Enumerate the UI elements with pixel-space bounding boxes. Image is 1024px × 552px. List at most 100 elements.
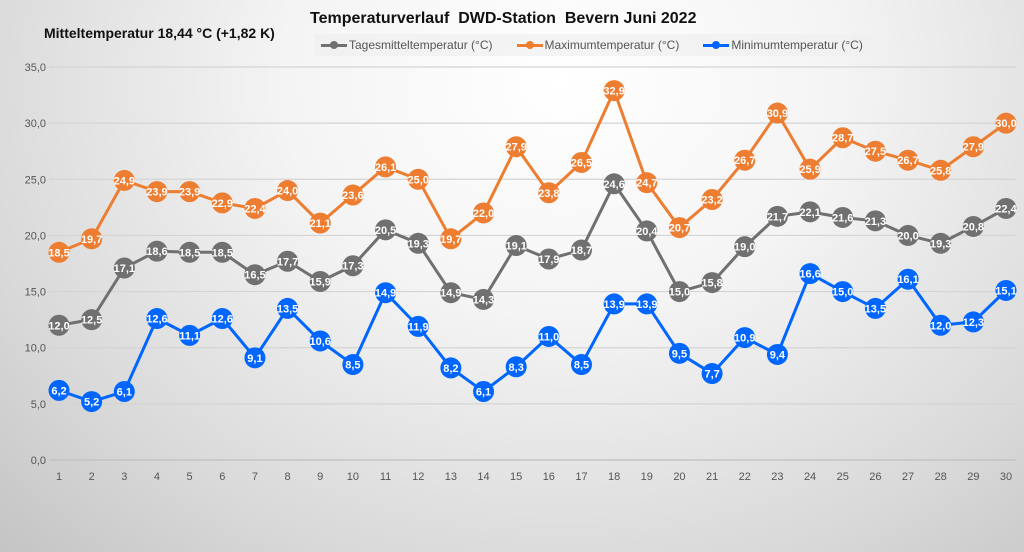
data-label: 24,9 — [114, 175, 135, 187]
data-label: 12,6 — [146, 314, 167, 326]
data-point — [701, 188, 723, 210]
data-point — [81, 309, 103, 331]
data-label: 15,0 — [669, 287, 690, 299]
data-point — [505, 356, 527, 378]
x-tick-label: 7 — [252, 471, 258, 483]
data-point — [864, 140, 886, 162]
data-label: 22,4 — [244, 203, 266, 215]
data-label: 6,2 — [51, 385, 66, 397]
data-label: 26,7 — [734, 155, 755, 167]
data-point — [734, 327, 756, 349]
x-tick-label: 27 — [902, 471, 914, 483]
x-tick-label: 26 — [869, 471, 881, 483]
data-label: 18,7 — [571, 245, 592, 257]
data-point — [636, 293, 658, 315]
data-point — [832, 281, 854, 303]
data-point — [244, 197, 266, 219]
data-point — [48, 241, 70, 263]
x-tick-label: 6 — [219, 471, 225, 483]
x-tick-label: 4 — [154, 471, 160, 483]
y-tick-label: 5,0 — [31, 399, 46, 411]
data-label: 32,9 — [603, 86, 624, 98]
data-label: 25,0 — [407, 174, 428, 186]
data-label: 19,7 — [440, 234, 461, 246]
x-tick-label: 10 — [347, 471, 359, 483]
data-point — [930, 159, 952, 181]
data-point — [962, 136, 984, 158]
data-label: 23,8 — [538, 188, 559, 200]
data-label: 12,6 — [212, 314, 233, 326]
data-label: 14,9 — [375, 288, 396, 300]
data-label: 22,4 — [995, 203, 1017, 215]
data-label: 21,1 — [310, 218, 331, 230]
data-point — [113, 257, 135, 279]
y-tick-label: 30,0 — [25, 118, 46, 130]
data-point — [211, 308, 233, 330]
data-label: 24,0 — [277, 186, 298, 198]
data-label: 13,9 — [603, 299, 624, 311]
data-point — [309, 212, 331, 234]
data-point — [864, 210, 886, 232]
data-point — [146, 308, 168, 330]
data-point — [538, 248, 560, 270]
data-point — [113, 381, 135, 403]
data-label: 23,2 — [701, 194, 722, 206]
legend-swatch — [321, 40, 347, 49]
data-label: 25,9 — [799, 164, 820, 176]
x-tick-label: 18 — [608, 471, 620, 483]
x-tick-label: 9 — [317, 471, 323, 483]
data-label: 27,9 — [505, 142, 526, 154]
data-point — [48, 379, 70, 401]
x-tick-label: 16 — [543, 471, 555, 483]
data-point — [603, 80, 625, 102]
data-label: 9,5 — [672, 348, 687, 360]
x-tick-label: 21 — [706, 471, 718, 483]
data-point — [473, 288, 495, 310]
data-label: 12,0 — [930, 320, 951, 332]
data-label: 30,9 — [767, 108, 788, 120]
data-label: 7,7 — [704, 369, 719, 381]
x-tick-label: 1 — [56, 471, 62, 483]
data-point — [113, 169, 135, 191]
data-point — [570, 354, 592, 376]
data-label: 27,5 — [865, 146, 886, 158]
legend-item-min: Minimumtemperatur (°C) — [703, 38, 863, 52]
data-point — [407, 315, 429, 337]
data-point — [277, 297, 299, 319]
data-label: 16,5 — [244, 270, 265, 282]
data-point — [179, 324, 201, 346]
data-point — [668, 217, 690, 239]
data-point — [668, 342, 690, 364]
data-point — [799, 263, 821, 285]
data-label: 25,8 — [930, 165, 951, 177]
data-point — [799, 158, 821, 180]
data-point — [701, 363, 723, 385]
x-tick-label: 22 — [739, 471, 751, 483]
data-label: 17,1 — [114, 263, 135, 275]
data-point — [832, 127, 854, 149]
data-point — [603, 293, 625, 315]
data-point — [701, 272, 723, 294]
data-label: 20,5 — [375, 225, 396, 237]
data-point — [375, 156, 397, 178]
x-tick-label: 29 — [967, 471, 979, 483]
legend-label: Tagesmitteltemperatur (°C) — [349, 38, 493, 52]
data-point — [342, 184, 364, 206]
data-label: 20,4 — [636, 226, 658, 238]
data-point — [636, 172, 658, 194]
data-point — [473, 202, 495, 224]
data-point — [407, 168, 429, 190]
data-label: 9,4 — [770, 349, 786, 361]
data-point — [995, 112, 1017, 134]
data-label: 17,3 — [342, 261, 363, 273]
data-label: 23,9 — [179, 187, 200, 199]
legend-label: Maximumtemperatur (°C) — [544, 38, 680, 52]
data-label: 24,7 — [636, 178, 657, 190]
data-label: 19,3 — [930, 238, 951, 250]
data-label: 13,9 — [636, 299, 657, 311]
data-label: 13,5 — [277, 303, 298, 315]
data-label: 9,1 — [247, 353, 262, 365]
data-point — [244, 347, 266, 369]
data-label: 19,3 — [407, 238, 428, 250]
data-label: 19,1 — [505, 241, 526, 253]
